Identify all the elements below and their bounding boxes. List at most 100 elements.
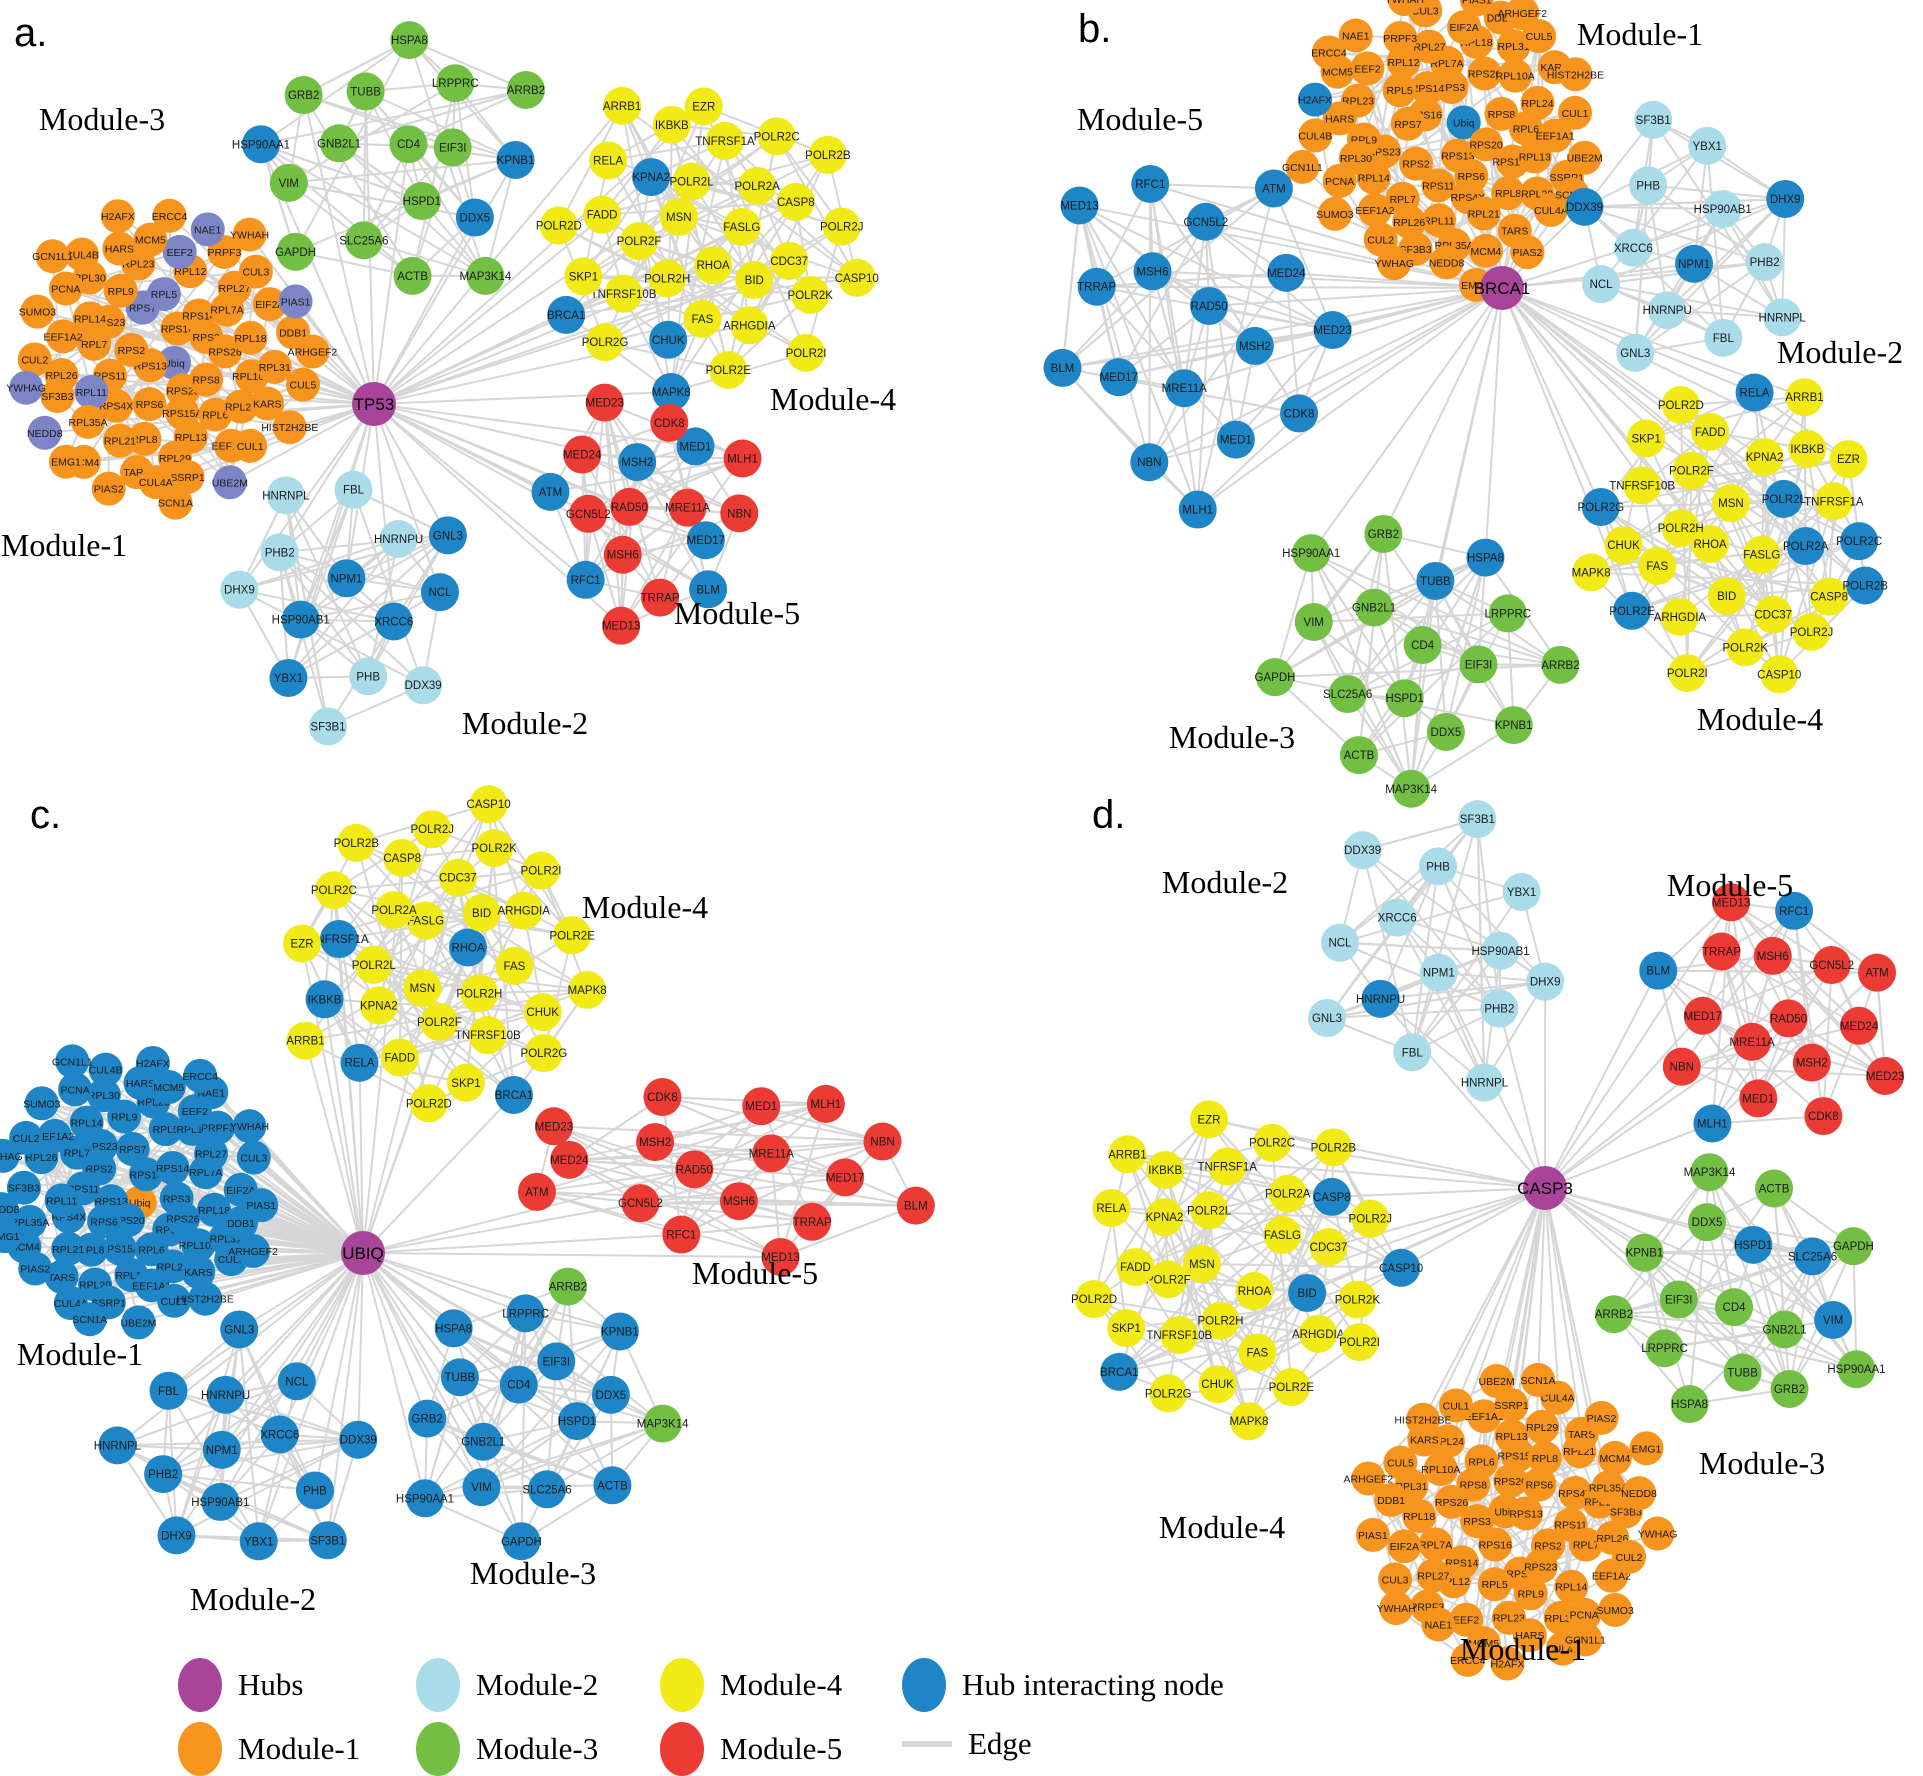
node-label: TRRAP [793,1217,832,1229]
legend-item-hubs: Hubs [178,1658,303,1712]
module-label: Module-1 [1460,1631,1586,1667]
edge [163,1440,358,1474]
node-label: ERCC4 [1311,47,1347,59]
node-label: RPL21 [52,1244,84,1256]
node-label: MLH1 [1182,505,1213,517]
node-label: GNL3 [224,1324,254,1336]
node-label: MSH2 [639,1137,671,1149]
node-label: MCM5 [135,235,166,247]
node-label: ARHGEF2 [1344,1473,1394,1485]
node-label: PHB2 [1750,257,1780,269]
node-label: POLR2H [1658,523,1704,535]
node-label: NCL [428,587,452,599]
node-label: MCM4 [1599,1453,1630,1465]
node-label: DDX5 [596,1390,627,1402]
node-label: EMG1 [0,1231,20,1243]
module1-swatch [178,1722,222,1776]
node-label: GNB2L1 [317,138,361,150]
node-label: FAS [504,961,526,973]
node-label: MED24 [550,1155,589,1167]
node-label: MLH1 [811,1099,842,1111]
hub-edge [1332,1188,1545,1197]
node-label: POLR2C [1249,1138,1295,1150]
node-label: RPS15A [162,408,202,420]
module-label: Module-3 [470,1555,596,1591]
node-label: POLR2C [754,131,800,143]
node-label: XRCC6 [260,1429,299,1441]
node-label: CUL1 [1562,108,1589,120]
node-label: HNRNPU [1356,994,1405,1006]
node-label: SF3B1 [1460,814,1495,826]
node-label: HSP90AB1 [191,1497,249,1509]
panel-letter: b. [1078,7,1111,51]
node-label: EEF2 [182,1106,208,1118]
node-label: MSH6 [723,1196,755,1208]
node-label: SKP1 [1112,1323,1141,1335]
node-label: POLR2H [456,988,502,1000]
legend-label: Edge [968,1726,1032,1762]
node-label: POLR2L [1187,1205,1232,1217]
node-label: RPL14 [74,313,106,325]
node-label: BLM [1646,966,1670,978]
node-label: ARHGDIA [1654,612,1707,624]
node-label: LRPPRC [502,1308,549,1320]
node-label: RPL21 [1468,208,1500,220]
legend-label: Module-1 [238,1731,360,1767]
legend-label: Module-2 [476,1667,598,1703]
edge [1062,330,1332,368]
node-label: MSN [1718,498,1744,510]
node-label: RPL5 [151,289,177,301]
node-label: RPL7 [81,339,107,351]
node-label: MAPK8 [568,985,607,997]
node-label: MAPK8 [1572,567,1611,579]
node-label: GRB2 [1774,1384,1805,1396]
node-label: POLR2K [471,843,517,855]
node-label: ARHGEF2 [1497,8,1547,20]
module-label: Module-5 [1667,867,1793,903]
node-label: RAD50 [1770,1013,1807,1025]
node-label: NEDD8 [0,1204,20,1216]
node-label: ATM [1262,183,1285,195]
node-label: KARS [253,399,282,411]
node-label: CUL2 [1616,1552,1643,1564]
node-label: RPL21 [104,436,136,448]
node-label: MED17 [1100,372,1138,384]
node-label: BID [745,275,764,287]
node-label: MRE11A [1729,1037,1774,1049]
node-label: RPL24 [1521,98,1553,110]
node-label: GCN1L1 [52,1056,93,1068]
node-label: ARRB1 [1785,392,1823,404]
node-label: HSPD1 [1385,693,1423,705]
module-label: Module-5 [692,1255,818,1291]
node-label: POLR2H [644,273,690,285]
node-label: RPL10A [1496,71,1535,83]
node-label: ARRB2 [549,1282,587,1294]
node-label: CASP10 [835,273,879,285]
node-label: EZR [692,101,715,113]
node-label: CUL2 [13,1133,40,1145]
node-label: RPL27 [1417,1571,1449,1583]
node-label: POLR2K [788,290,834,302]
node-label: RPL18 [198,1205,230,1217]
node-label: NBN [727,508,751,520]
module-label: Module-2 [190,1581,316,1617]
node-label: PCNA [61,1084,90,1096]
node-label: YWHAG [6,383,46,395]
node-label: POLR2I [1667,668,1708,680]
node-label: CD4 [1723,1302,1747,1314]
node-label: HNRNPL [94,1440,142,1452]
module-label: Module-4 [770,381,896,417]
node-label: DDX39 [340,1435,377,1447]
node-label: CUL3 [1382,1574,1409,1586]
node-label: ARRB2 [1595,1309,1633,1321]
node-label: CUL4A [139,477,173,489]
node-label: CASP10 [467,799,511,811]
node-label: DDX39 [1566,202,1603,214]
node-label: HSP90AA1 [1282,548,1340,560]
node-label: POLR2L [1762,494,1807,506]
node-label: POLR2C [1836,536,1882,548]
node-label: CASP8 [777,197,815,209]
node-label: PHB2 [265,547,295,559]
hub-edge [363,1253,425,1498]
